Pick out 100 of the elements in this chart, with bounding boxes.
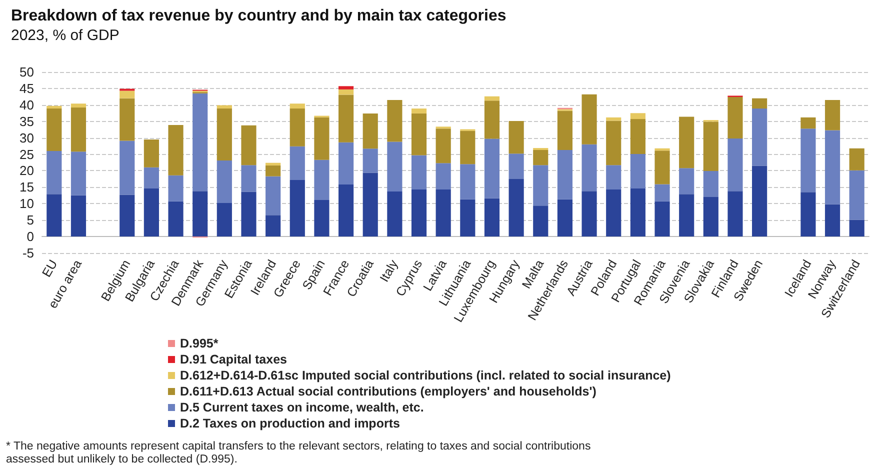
bar bbox=[436, 128, 451, 164]
bar bbox=[241, 125, 256, 166]
bar bbox=[606, 189, 622, 237]
y-tick-label: 50 bbox=[20, 64, 34, 80]
bar bbox=[46, 150, 62, 194]
bar bbox=[144, 188, 159, 237]
bar bbox=[70, 104, 86, 108]
bar bbox=[314, 160, 330, 200]
bar bbox=[508, 178, 524, 237]
legend-label: D.91 Capital taxes bbox=[180, 352, 288, 366]
y-tick-label: 20 bbox=[20, 163, 34, 178]
bar bbox=[216, 202, 232, 237]
bar bbox=[606, 120, 622, 166]
bar bbox=[266, 176, 281, 216]
bar bbox=[70, 108, 86, 152]
bar bbox=[241, 192, 256, 237]
bar bbox=[338, 86, 354, 90]
bar bbox=[436, 189, 451, 237]
bar bbox=[144, 167, 159, 188]
y-tick-label: 25 bbox=[20, 146, 34, 162]
bar bbox=[120, 98, 135, 141]
bar bbox=[582, 144, 597, 192]
bar bbox=[338, 184, 354, 237]
bar bbox=[266, 215, 281, 237]
bar bbox=[654, 184, 670, 202]
legend-label: D.612+D.614-D.61sc Imputed social contributions (incl. related to social insurance) bbox=[180, 368, 671, 382]
bar bbox=[728, 138, 743, 192]
y-tick-label: 30 bbox=[20, 130, 34, 146]
bar bbox=[824, 204, 840, 237]
bar bbox=[630, 154, 646, 188]
bar bbox=[728, 191, 743, 237]
bar bbox=[533, 206, 548, 237]
chart-subtitle: 2023, % of GDP bbox=[11, 27, 120, 44]
bar bbox=[411, 189, 427, 237]
chart-title: Breakdown of tax revenue by country and by main tax categories bbox=[11, 8, 506, 24]
bar bbox=[703, 171, 718, 198]
bar bbox=[533, 150, 548, 166]
bar bbox=[120, 194, 135, 237]
bar bbox=[411, 155, 427, 190]
legend-label: D.2 Taxes on production and imports bbox=[180, 416, 400, 430]
bar bbox=[387, 142, 402, 192]
bar bbox=[582, 191, 597, 237]
y-tick-label: 15 bbox=[20, 180, 34, 195]
bar bbox=[120, 140, 135, 195]
bar bbox=[362, 172, 378, 237]
bar bbox=[484, 138, 500, 198]
bar bbox=[630, 188, 646, 237]
bar bbox=[362, 113, 378, 149]
bar bbox=[290, 108, 305, 146]
y-tick-label: 40 bbox=[20, 97, 34, 112]
bar bbox=[557, 110, 572, 150]
bar bbox=[800, 192, 816, 237]
bar bbox=[606, 117, 622, 121]
bar bbox=[654, 150, 670, 184]
bar bbox=[168, 175, 184, 202]
bar bbox=[46, 106, 62, 109]
bar bbox=[314, 200, 330, 237]
bar bbox=[849, 148, 864, 170]
bar bbox=[703, 197, 718, 237]
bar bbox=[849, 170, 864, 220]
bar bbox=[192, 191, 208, 237]
bar bbox=[557, 199, 572, 237]
legend-label: D.995* bbox=[180, 336, 218, 350]
x-tick-label: EU bbox=[39, 258, 60, 280]
legend-label: D.611+D.613 Actual social contributions (employers' and households') bbox=[180, 384, 596, 398]
bar bbox=[411, 113, 427, 156]
bar bbox=[679, 168, 694, 194]
bar bbox=[411, 108, 427, 114]
bar bbox=[192, 93, 208, 192]
bar bbox=[679, 116, 694, 168]
bar bbox=[338, 89, 354, 95]
bar bbox=[241, 165, 256, 192]
bar bbox=[800, 117, 816, 129]
bar bbox=[630, 113, 646, 120]
bar bbox=[824, 130, 840, 204]
bar bbox=[290, 104, 305, 109]
bar bbox=[508, 121, 524, 154]
bar bbox=[387, 191, 402, 237]
legend-label: D.5 Current taxes on income, wealth, etc. bbox=[180, 400, 424, 414]
bar bbox=[290, 180, 305, 237]
bar bbox=[46, 108, 62, 151]
bar bbox=[168, 201, 184, 237]
bar bbox=[266, 165, 281, 176]
bar bbox=[338, 142, 354, 185]
bar bbox=[290, 146, 305, 180]
bar bbox=[582, 94, 597, 144]
bar bbox=[630, 119, 646, 154]
bar bbox=[654, 201, 670, 237]
bar bbox=[849, 220, 864, 237]
bar bbox=[216, 108, 232, 161]
bar bbox=[484, 96, 500, 101]
bar bbox=[168, 124, 184, 176]
bar bbox=[144, 139, 159, 168]
bar bbox=[484, 100, 500, 139]
bar bbox=[460, 199, 476, 237]
y-tick-label: 45 bbox=[20, 80, 34, 96]
y-tick-label: 35 bbox=[20, 114, 34, 129]
bar bbox=[533, 165, 548, 206]
bar bbox=[800, 128, 816, 192]
bar bbox=[460, 130, 476, 164]
